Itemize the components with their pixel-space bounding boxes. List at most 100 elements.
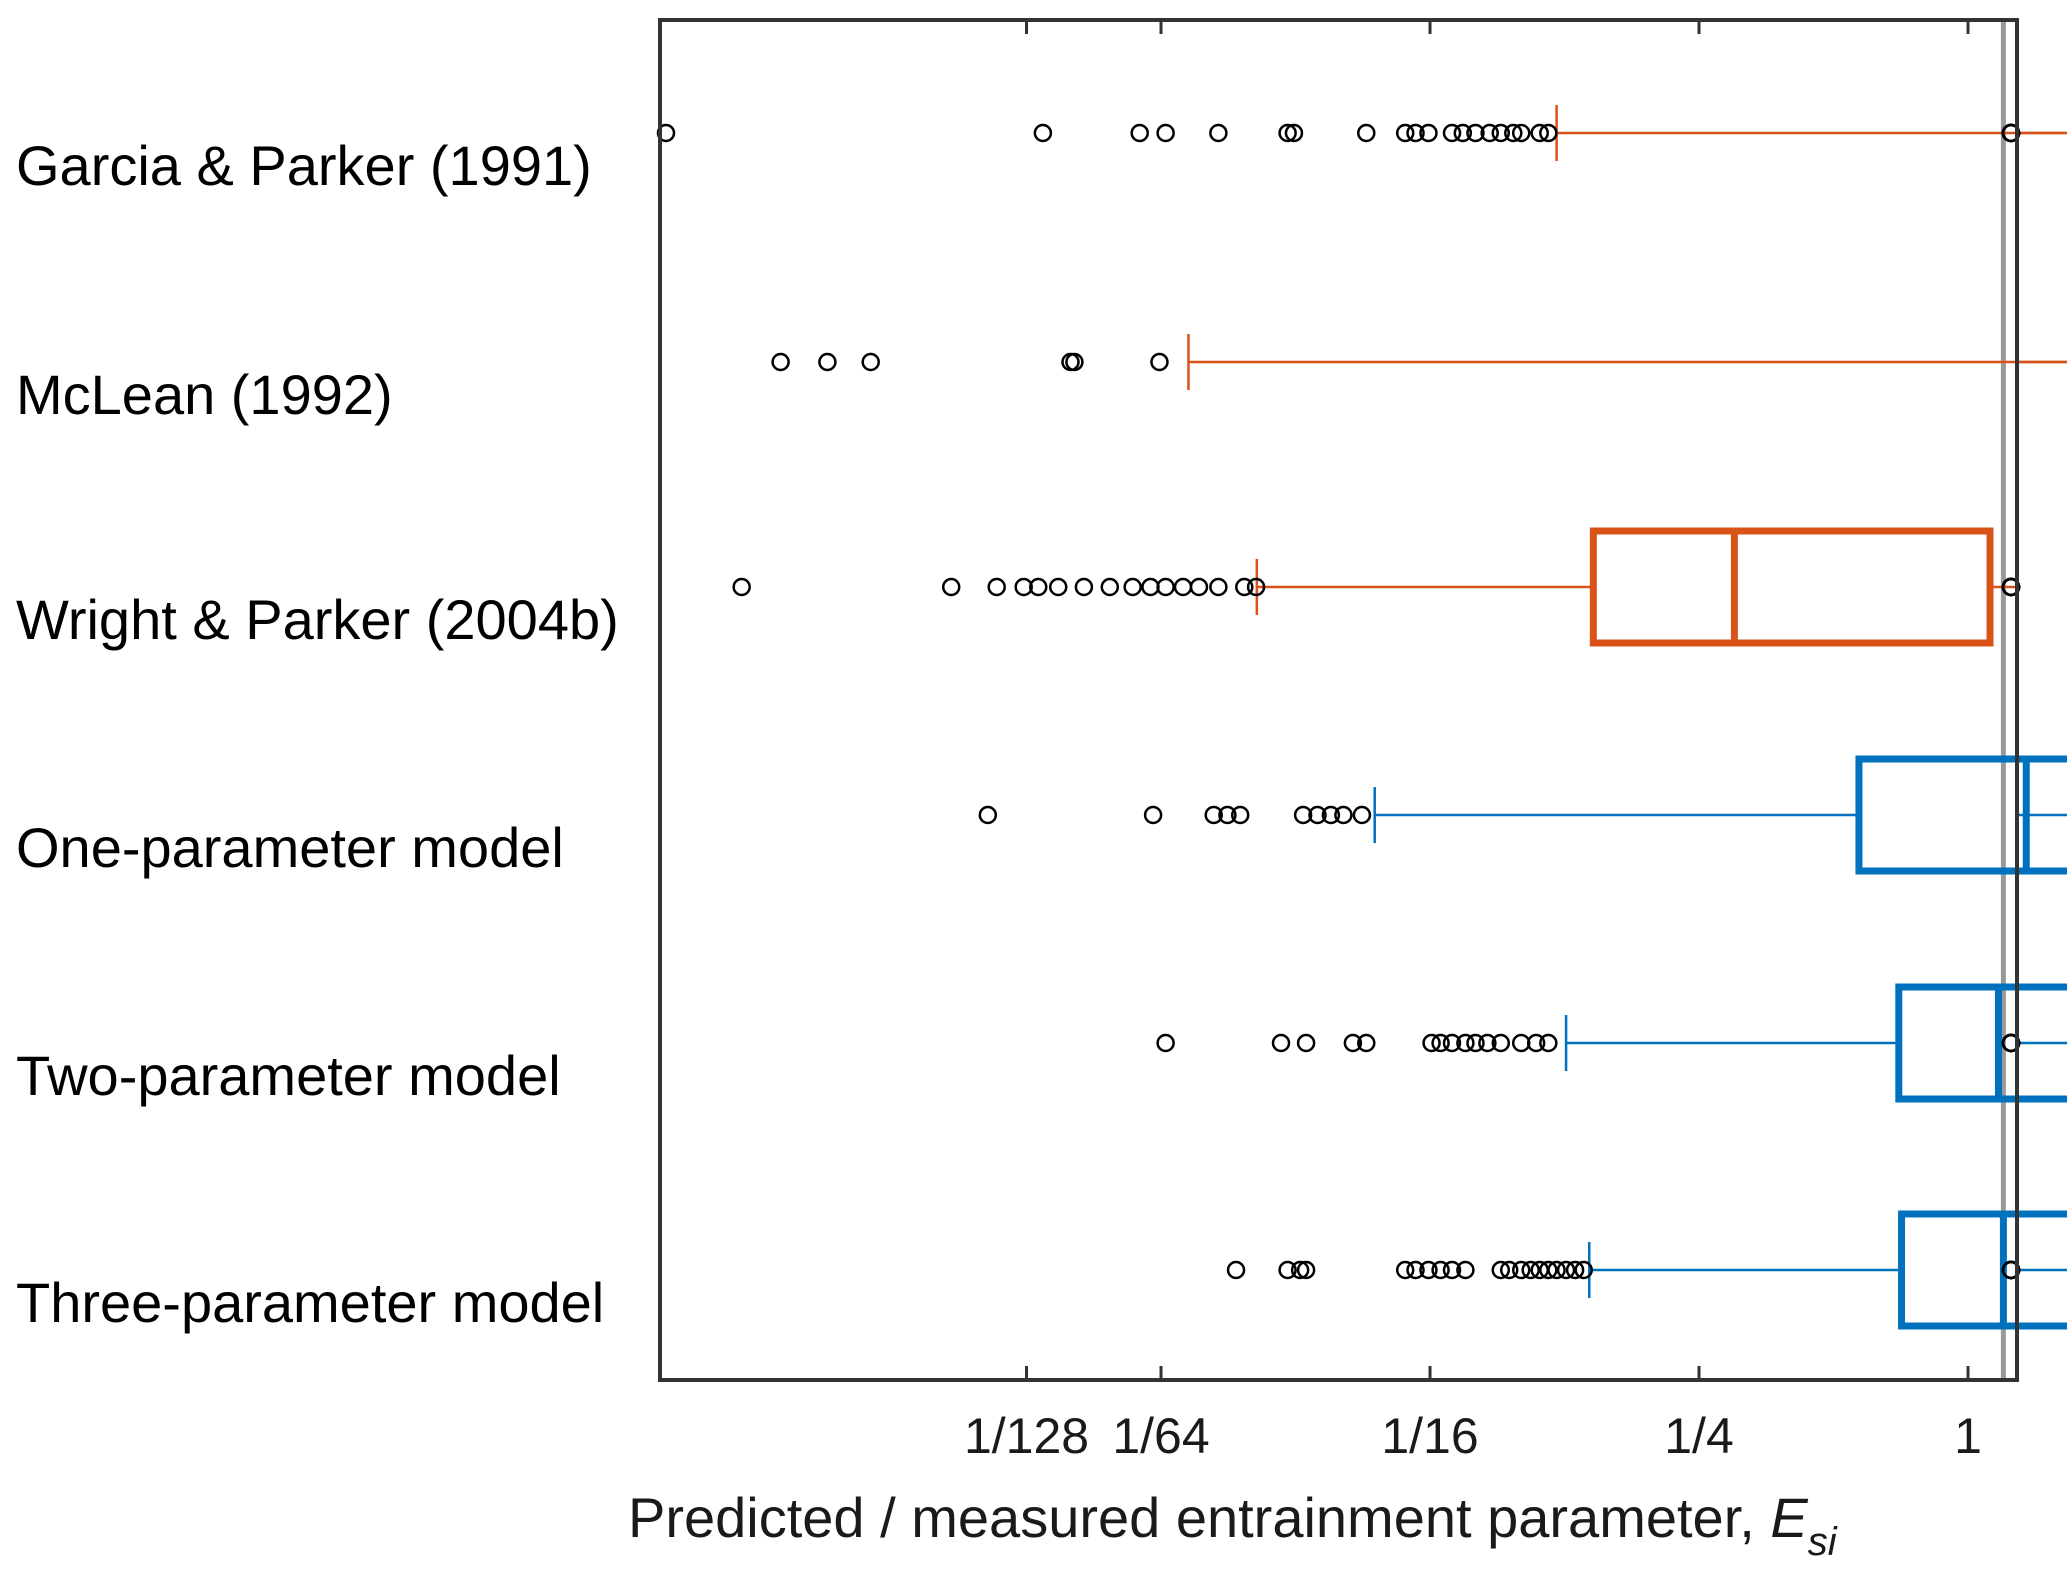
outlier-point: [818, 352, 837, 372]
outlier-point: [1343, 1033, 1363, 1053]
x-axis-label-symbol: E: [1770, 1486, 1808, 1549]
outlier-point: [861, 352, 880, 372]
outlier-point: [987, 577, 1006, 597]
outlier-point: [1293, 805, 1313, 825]
outlier-point: [1574, 1260, 1593, 1280]
outlier-point: [1278, 1260, 1297, 1280]
outlier-point: [978, 805, 998, 825]
outlier-point: [1278, 123, 1297, 143]
category-label: Garcia & Parker (1991): [16, 134, 592, 197]
box-group: [771, 334, 2067, 390]
outlier-point: [1321, 805, 1341, 825]
x-tick-label: 1/128: [964, 1408, 1089, 1464]
outlier-point: [1209, 577, 1228, 597]
outlier-point: [1406, 123, 1425, 143]
outlier-point: [1065, 352, 1084, 372]
outlier-point: [771, 352, 790, 372]
plot-frame: [658, 18, 2019, 1382]
box-group: [732, 527, 2021, 647]
outlier-point: [1074, 577, 1094, 597]
outlier-point: [1150, 352, 1169, 372]
outlier-point: [1296, 1260, 1316, 1280]
outlier-point: [1218, 805, 1237, 825]
x-axis-label-text: Predicted / measured entrainment paramet…: [628, 1486, 1770, 1549]
box: [1855, 755, 2067, 875]
category-label: Two-parameter model: [16, 1044, 561, 1107]
outlier-point: [1466, 1033, 1485, 1053]
outlier-point: [1491, 1033, 1511, 1053]
category-label: McLean (1992): [16, 363, 393, 426]
outlier-point: [1565, 1260, 1585, 1280]
outlier-point: [1235, 577, 1254, 597]
x-tick-label: 1/64: [1112, 1408, 1209, 1464]
outlier-point: [1271, 1033, 1291, 1053]
outlier-point: [1504, 123, 1523, 143]
outlier-point: [1431, 1033, 1450, 1053]
outlier-point: [1456, 1033, 1475, 1053]
outlier-point: [1480, 123, 1499, 143]
outlier-point: [1511, 1260, 1531, 1280]
outlier-point: [1442, 1260, 1462, 1280]
outlier-point: [1014, 577, 1033, 597]
outlier-point: [1308, 805, 1327, 825]
outlier-point: [1130, 123, 1149, 143]
outlier-point: [1226, 1260, 1246, 1280]
outlier-point: [1499, 1260, 1519, 1280]
outlier-point: [1478, 1033, 1497, 1053]
outlier-point: [1141, 577, 1160, 597]
outlier-point: [1290, 1260, 1310, 1280]
outlier-point: [1334, 805, 1353, 825]
x-tick-label: 1/16: [1381, 1408, 1478, 1464]
outlier-point: [1419, 123, 1438, 143]
outlier-point: [1156, 577, 1175, 597]
outlier-point: [1511, 1033, 1531, 1053]
x-axis-label-subscript: si: [1808, 1520, 1838, 1564]
outlier-point: [1556, 1260, 1576, 1280]
outlier-point: [1456, 1260, 1475, 1280]
outlier-point: [1230, 805, 1250, 825]
x-tick-label: 1/4: [1664, 1408, 1734, 1464]
outlier-point: [1156, 1033, 1175, 1053]
outlier-point: [1357, 123, 1376, 143]
outlier-point: [1453, 123, 1473, 143]
box-group: [1226, 1210, 2067, 1330]
outlier-point: [1357, 1033, 1376, 1053]
outlier-point: [1296, 1033, 1316, 1053]
outlier-point: [1442, 1033, 1462, 1053]
x-axis-label: Predicted / measured entrainment paramet…: [628, 1486, 1838, 1564]
outlier-point: [1048, 577, 1068, 597]
outlier-point: [1189, 577, 1209, 597]
box-group: [656, 105, 2067, 161]
outlier-point: [1029, 577, 1048, 597]
outlier-point: [1156, 123, 1175, 143]
boxes-layer: [656, 105, 2067, 1330]
outlier-point: [941, 577, 961, 597]
outlier-point: [1547, 1260, 1566, 1280]
outlier-point: [1431, 1260, 1450, 1280]
category-label: Three-parameter model: [16, 1271, 604, 1334]
outlier-point: [1539, 1260, 1558, 1280]
outlier-point: [1466, 123, 1485, 143]
outlier-point: [1033, 123, 1053, 143]
outlier-point: [1406, 1260, 1425, 1280]
outlier-point: [1395, 123, 1415, 143]
category-labels: Garcia & Parker (1991) McLean (1992) Wrigh…: [16, 134, 619, 1334]
category-label: One-parameter model: [16, 816, 564, 879]
box-group: [1156, 983, 2067, 1103]
outlier-point: [1491, 123, 1511, 143]
outlier-point: [1209, 123, 1228, 143]
outlier-point: [1511, 123, 1531, 143]
outlier-point: [1204, 805, 1223, 825]
outlier-point: [1100, 577, 1120, 597]
category-label: Wright & Parker (2004b): [16, 588, 619, 651]
outlier-point: [1395, 1260, 1415, 1280]
box: [1589, 527, 1994, 647]
outlier-point: [1521, 1260, 1540, 1280]
box: [1895, 983, 2067, 1103]
outlier-point: [732, 577, 751, 597]
outlier-point: [1123, 577, 1142, 597]
outlier-point: [1284, 123, 1304, 143]
outlier-point: [1422, 1033, 1441, 1053]
